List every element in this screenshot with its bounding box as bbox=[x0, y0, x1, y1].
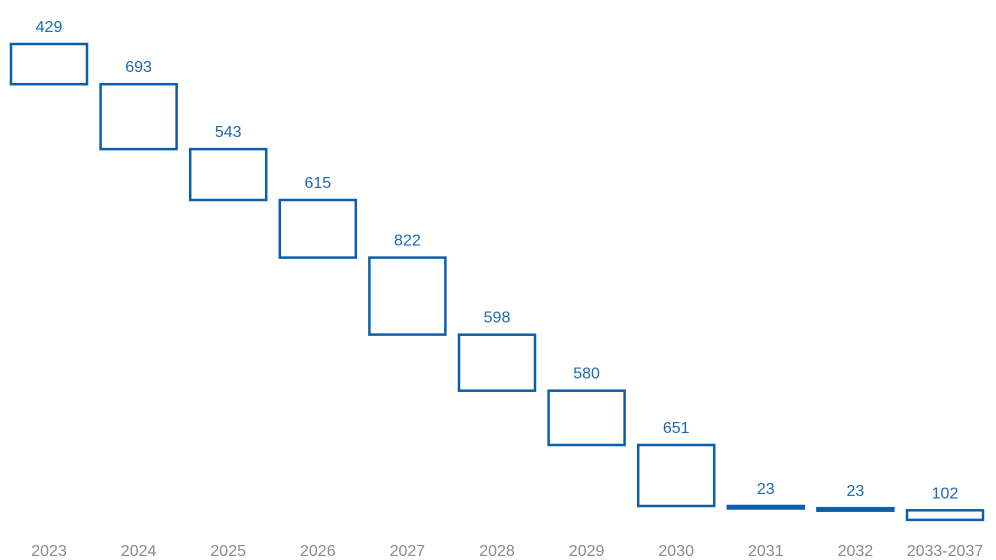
bar-2028 bbox=[457, 333, 537, 392]
value-label-2030: 651 bbox=[663, 420, 690, 437]
bars-group bbox=[9, 42, 985, 522]
value-label-2025: 543 bbox=[215, 124, 242, 141]
bar-2029 bbox=[547, 389, 626, 447]
value-label-2024: 693 bbox=[125, 59, 152, 76]
bar-2030 bbox=[636, 443, 716, 508]
value-label-2033-2037: 102 bbox=[932, 485, 959, 502]
value-label-2029: 580 bbox=[573, 366, 600, 383]
x-tick-label-2029: 2029 bbox=[569, 543, 605, 560]
x-tick-label-2033-2037: 2033-2037 bbox=[907, 543, 984, 560]
bar-2024 bbox=[99, 82, 178, 151]
value-label-2031: 23 bbox=[757, 481, 775, 498]
x-tick-label-2024: 2024 bbox=[121, 543, 157, 560]
x-tick-label-2025: 2025 bbox=[210, 543, 246, 560]
x-tick-label-2032: 2032 bbox=[838, 543, 874, 560]
x-tick-label-2028: 2028 bbox=[479, 543, 515, 560]
x-tick-label-2031: 2031 bbox=[748, 543, 784, 560]
bar-2033-2037 bbox=[905, 509, 985, 522]
bar-2023 bbox=[9, 42, 89, 86]
value-labels-group: 429 693 543 615 822 598 580 651 23 23 102 bbox=[36, 19, 959, 502]
x-tick-label-2030: 2030 bbox=[658, 543, 694, 560]
bar-2031 bbox=[726, 504, 806, 510]
x-tick-label-2026: 2026 bbox=[300, 543, 336, 560]
value-label-2023: 429 bbox=[36, 19, 63, 36]
bar-2032 bbox=[816, 506, 895, 512]
bar-2027 bbox=[368, 256, 447, 336]
bar-2025 bbox=[188, 147, 268, 202]
x-tick-label-2027: 2027 bbox=[390, 543, 426, 560]
x-tick-label-2023: 2023 bbox=[31, 543, 67, 560]
x-axis-tick-labels: 2023 2024 2025 2026 2027 2028 2029 2030 2031 2032… bbox=[31, 543, 983, 560]
value-label-2032: 23 bbox=[847, 483, 865, 500]
value-label-2026: 615 bbox=[304, 175, 331, 192]
bar-2026 bbox=[278, 198, 358, 259]
value-label-2027: 822 bbox=[394, 233, 421, 250]
value-label-2028: 598 bbox=[484, 310, 511, 327]
